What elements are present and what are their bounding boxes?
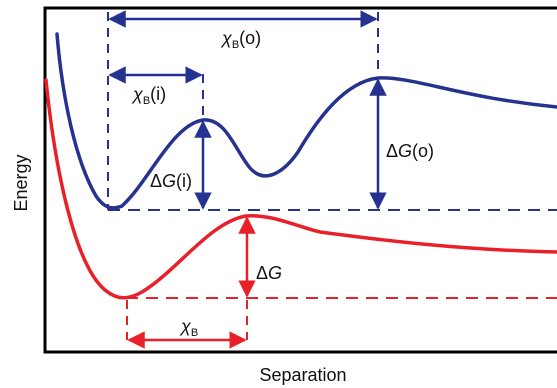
chi-b-inner-label: χB(i) <box>131 84 166 107</box>
delta-g-inner-label: ΔG(i) <box>150 171 192 191</box>
plot-frame <box>43 6 557 354</box>
y-axis-label: Energy <box>11 154 31 211</box>
chi-b-red-label: χB <box>179 316 198 339</box>
delta-g-outer-label: ΔG(o) <box>386 141 434 161</box>
delta-g-label: ΔG <box>256 263 282 283</box>
blue-energy-curve <box>55 32 557 210</box>
x-axis-label: Separation <box>259 365 346 385</box>
red-energy-curve <box>44 78 557 300</box>
chi-b-outer-label: χB(o) <box>220 28 261 51</box>
